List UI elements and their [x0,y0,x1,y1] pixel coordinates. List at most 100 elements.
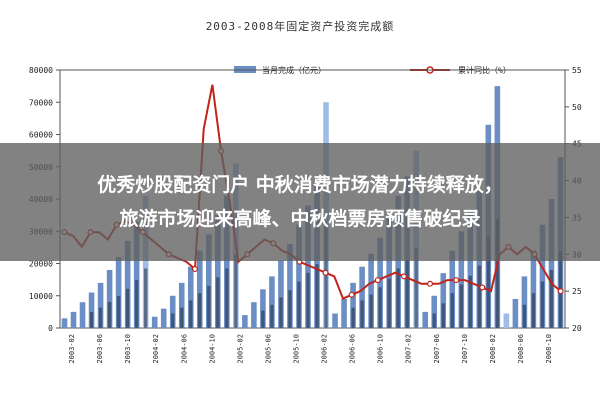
bar-shade [522,304,527,328]
bar-shade [486,236,491,328]
bar [106,269,113,328]
x-tick-label: 2004-02 [152,334,160,364]
bar [278,260,284,328]
bar-shade [369,294,373,328]
bar [377,237,383,328]
bar [287,244,293,328]
y-left-tick-label: 80000 [29,66,53,75]
bar [224,195,230,328]
bar [332,313,338,328]
bar [151,316,158,328]
bar [530,250,537,328]
bar-shade [216,277,220,328]
x-tick-label: 2008-06 [517,334,525,364]
chart-title: 2003-2008年固定资产投资完成额 [206,19,395,33]
y-right-tick-label: 50 [572,103,582,112]
bar [539,224,546,328]
bar [242,315,248,328]
headline-text[interactable]: 优秀炒股配资门户 中秋消费市场潜力持续释放， 旅游市场迎来高峰、中秋档票房预售破… [20,168,580,236]
bar-shade [288,290,292,328]
x-tick-label: 2003-10 [124,334,132,364]
bar [260,289,266,328]
x-ticks: 2003-02 2003-06 2003-10 2004-02 2004-06 2004-… [68,334,553,364]
x-tick-label: 2003-06 [96,334,104,364]
bar [133,221,140,328]
bar-shade [116,296,121,328]
bar [512,298,519,328]
bar [503,313,510,328]
bar-shade [432,313,436,328]
x-tick-label: 2007-10 [461,334,469,364]
bar-shade [549,269,554,328]
bar-shade [387,278,391,328]
bar-shade [225,268,229,328]
x-tick-label: 2005-02 [236,334,244,364]
x-tick-label: 2005-06 [264,334,272,364]
y-left-tick-label: 70000 [29,98,53,107]
line-point [322,269,329,276]
x-tick-label: 2003-02 [68,334,76,364]
bar [61,318,68,328]
bar-shade [495,219,500,328]
bar [440,273,447,328]
bar-shade [234,253,238,328]
y-left-tick-label: 0 [48,324,53,333]
bar [205,234,212,328]
y-right-tick-label: 20 [572,324,582,333]
bar-shade [405,259,409,328]
bar-shade [360,300,364,328]
bar [368,253,374,328]
bar [341,298,347,328]
line-point [479,284,486,291]
bar [169,295,176,328]
bar [215,215,221,328]
bar [386,218,392,328]
bar [359,266,365,328]
bar-shade [306,272,310,328]
y-left-tick-label: 20000 [29,260,53,269]
bar [251,302,257,328]
bar-shade [450,293,454,328]
bar [449,250,456,328]
line-point [400,273,407,280]
bar-shade [441,303,445,328]
bar [88,292,95,328]
bar [160,308,167,328]
bar-shade [531,293,536,328]
bar [422,311,429,328]
bar-shade [143,268,148,328]
bar [79,302,86,328]
bar [431,295,438,328]
line-point [374,277,381,284]
bar-shade [378,287,382,328]
bar [395,195,401,328]
line-point [557,288,564,295]
y-left-tick-label: 60000 [29,131,53,140]
x-tick-label: 2006-10 [377,334,385,364]
bar-shade [414,248,418,328]
line-point [191,266,198,273]
bar [196,250,203,328]
line-point [427,280,434,287]
bar-shade [324,226,328,328]
bar-shade [207,285,211,328]
x-tick-label: 2008-10 [545,334,553,364]
bar [115,257,122,328]
x-tick-label: 2004-10 [208,334,216,364]
line-point [348,291,355,298]
bar [178,282,185,328]
bar [70,311,77,328]
x-tick-label: 2005-10 [292,334,300,364]
bar-shade [189,300,193,328]
bar-shade [540,281,545,328]
line-point [453,277,460,284]
headline-line-2: 旅游市场迎来高峰、中秋档票房预售破纪录 [119,208,481,230]
x-tick-label: 2006-06 [349,334,357,364]
bar [548,199,555,328]
bar-shade [134,280,139,328]
bar [305,205,311,328]
bar [187,266,194,328]
bar-shade [107,301,112,328]
bar [350,282,356,328]
y-left-tick-label: 10000 [29,292,53,301]
